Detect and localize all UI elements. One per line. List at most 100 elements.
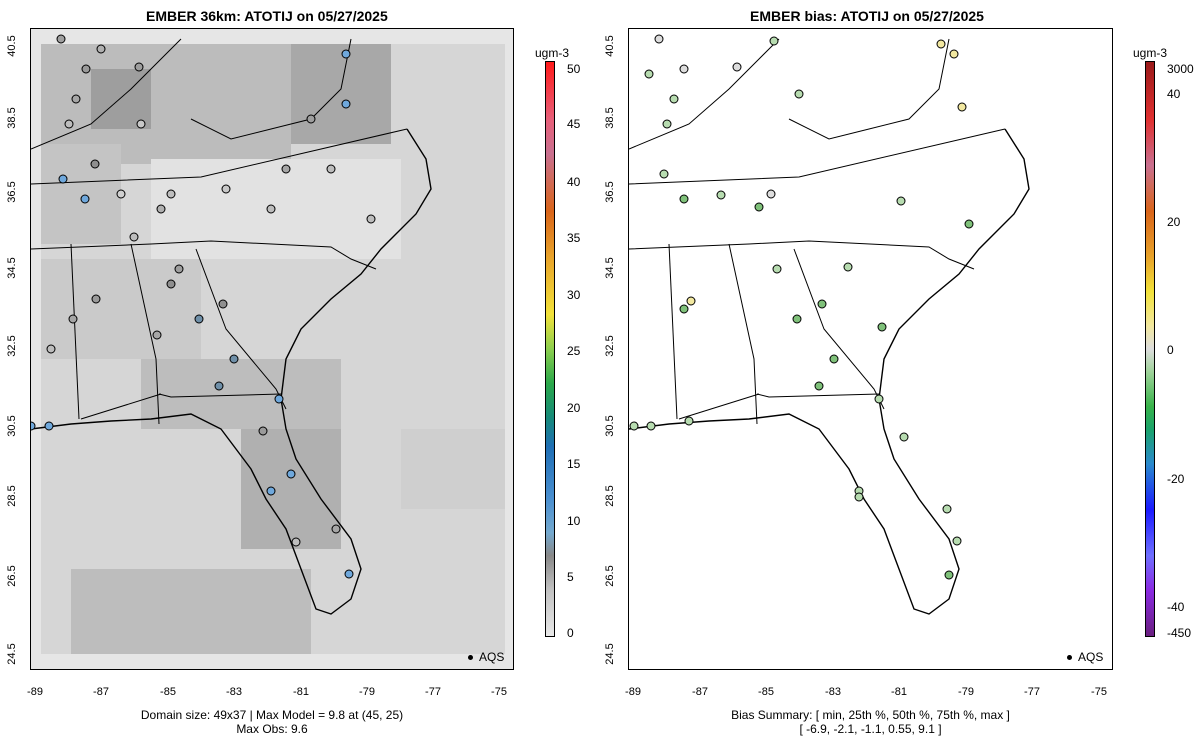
y-axis-label: 30.5 <box>6 415 18 437</box>
site-marker <box>772 264 782 274</box>
site-marker <box>964 219 974 229</box>
y-axis-label: 34.5 <box>604 257 616 279</box>
y-axis-label: 40.5 <box>604 35 616 57</box>
colorbar-label: 0 <box>567 626 574 640</box>
x-axis-label: -85 <box>160 686 176 698</box>
site-marker <box>44 421 54 431</box>
x-axis-label: -79 <box>359 686 375 698</box>
site-marker <box>686 296 696 306</box>
observation-sites <box>31 34 376 579</box>
colorbar-label: 40 <box>1167 87 1181 101</box>
site-marker <box>291 537 301 547</box>
x-axis-label: -85 <box>758 686 774 698</box>
colorbar-label: 35 <box>567 231 581 245</box>
colorbar-label: 0 <box>1167 343 1174 357</box>
y-axis-label: 38.5 <box>604 107 616 129</box>
site-marker <box>134 62 144 72</box>
left-colorbar <box>545 61 555 637</box>
model-grid-cells-gulf <box>71 569 311 654</box>
y-axis-label: 30.5 <box>604 415 616 437</box>
site-marker <box>766 189 776 199</box>
legend-label: AQS <box>1078 650 1104 664</box>
x-axis-label: -83 <box>825 686 841 698</box>
x-axis-label: -87 <box>93 686 109 698</box>
site-marker <box>31 421 36 431</box>
site-marker <box>266 204 276 214</box>
x-axis-label: -75 <box>491 686 507 698</box>
site-marker <box>81 64 91 74</box>
site-marker <box>286 469 296 479</box>
site-marker <box>792 314 802 324</box>
state-boundaries <box>629 38 1006 425</box>
colorbar-label: 30 <box>567 288 581 302</box>
y-axis-label: 34.5 <box>6 257 18 279</box>
site-marker <box>274 394 284 404</box>
site-marker <box>214 381 224 391</box>
colorbar-label: 10 <box>567 514 581 528</box>
left-footer-line1: Domain size: 49x37 | Max Model = 9.8 at … <box>140 708 404 722</box>
right-colorbar <box>1145 61 1155 637</box>
bias-sites <box>629 34 974 580</box>
site-marker <box>817 299 827 309</box>
site-marker <box>874 394 884 404</box>
x-axis-label: -83 <box>226 686 242 698</box>
site-marker <box>326 164 336 174</box>
x-axis-label: -89 <box>27 686 43 698</box>
site-marker <box>152 330 162 340</box>
site-marker <box>366 214 376 224</box>
y-axis-label: 28.5 <box>604 485 616 507</box>
site-marker <box>829 354 839 364</box>
legend-dot-icon <box>1067 655 1072 661</box>
site-marker <box>732 62 742 72</box>
legend-dot-icon <box>468 655 473 661</box>
site-marker <box>91 294 101 304</box>
y-axis-label: 40.5 <box>6 35 18 57</box>
right-footer-line2: [ -6.9, -2.1, -1.1, 0.55, 9.1 ] <box>799 722 942 736</box>
site-marker <box>331 524 341 534</box>
site-marker <box>64 119 74 129</box>
y-axis-label: 28.5 <box>6 485 18 507</box>
site-marker <box>194 314 204 324</box>
site-marker <box>341 99 351 109</box>
site-marker <box>899 432 909 442</box>
site-marker <box>221 184 231 194</box>
y-axis-label: 38.5 <box>6 107 18 129</box>
site-marker <box>629 421 639 431</box>
site-marker <box>716 190 726 200</box>
site-marker <box>68 314 78 324</box>
site-marker <box>644 69 654 79</box>
x-axis-label: -77 <box>1024 686 1040 698</box>
site-marker <box>936 39 946 49</box>
colorbar-label: 45 <box>567 117 581 131</box>
site-marker <box>58 174 68 184</box>
x-axis-label: -77 <box>425 686 441 698</box>
model-grid-cells-atlantic <box>401 429 505 509</box>
state-boundaries <box>31 38 408 425</box>
site-marker <box>854 492 864 502</box>
site-marker <box>896 196 906 206</box>
site-marker <box>71 94 81 104</box>
site-marker <box>266 486 276 496</box>
y-axis-label: 24.5 <box>6 643 18 665</box>
colorbar-label: -450 <box>1167 626 1192 640</box>
x-axis-label: -75 <box>1091 686 1107 698</box>
site-marker <box>136 119 146 129</box>
site-marker <box>166 279 176 289</box>
site-marker <box>46 344 56 354</box>
right-panel-title: EMBER bias: ATOTIJ on 05/27/2025 <box>750 8 984 24</box>
right-legend: AQS <box>1067 650 1103 664</box>
site-marker <box>942 504 952 514</box>
site-marker <box>90 159 100 169</box>
bias-map-panel <box>628 28 1113 670</box>
site-marker <box>344 569 354 579</box>
site-marker <box>654 34 664 44</box>
colorbar-label: 25 <box>567 344 581 358</box>
x-axis-label: -81 <box>891 686 907 698</box>
site-marker <box>754 202 764 212</box>
x-axis-label: -79 <box>958 686 974 698</box>
site-marker <box>174 264 184 274</box>
model-grid-cells-west <box>41 144 121 244</box>
site-marker <box>669 94 679 104</box>
left-colorbar-unit: ugm-3 <box>535 46 570 60</box>
legend-label: AQS <box>479 650 505 664</box>
